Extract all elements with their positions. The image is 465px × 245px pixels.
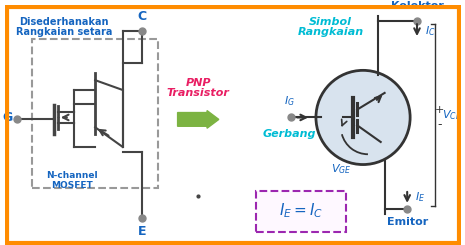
- Text: $V_{GE}$: $V_{GE}$: [331, 163, 352, 176]
- Text: $I_E$: $I_E$: [415, 190, 425, 204]
- Bar: [33, 39, 158, 188]
- Text: MOSFET: MOSFET: [51, 181, 93, 190]
- Text: Simbol: Simbol: [309, 17, 352, 27]
- Text: Kolektor: Kolektor: [391, 1, 444, 12]
- Text: Emitor: Emitor: [386, 217, 428, 227]
- Text: Rangkaian: Rangkaian: [298, 27, 364, 37]
- Text: $I_C$: $I_C$: [425, 24, 436, 38]
- Text: G: G: [2, 111, 13, 124]
- Text: Gerbang: Gerbang: [263, 129, 316, 139]
- Text: Disederhanakan: Disederhanakan: [19, 17, 108, 27]
- Text: PNP: PNP: [186, 78, 211, 88]
- Text: N-channel: N-channel: [46, 172, 98, 180]
- FancyBboxPatch shape: [256, 191, 346, 232]
- Text: Rangkaian setara: Rangkaian setara: [16, 27, 112, 37]
- Text: $V_{CE}$: $V_{CE}$: [442, 108, 462, 122]
- Circle shape: [316, 70, 410, 165]
- Text: $I_E = I_C$: $I_E = I_C$: [279, 201, 323, 220]
- Text: Transistor: Transistor: [167, 88, 230, 98]
- Text: $I_G$: $I_G$: [284, 94, 295, 108]
- Text: +: +: [435, 105, 444, 115]
- Text: C: C: [138, 10, 147, 23]
- Text: E: E: [138, 225, 146, 238]
- FancyArrow shape: [178, 110, 219, 128]
- Text: -: -: [437, 118, 442, 131]
